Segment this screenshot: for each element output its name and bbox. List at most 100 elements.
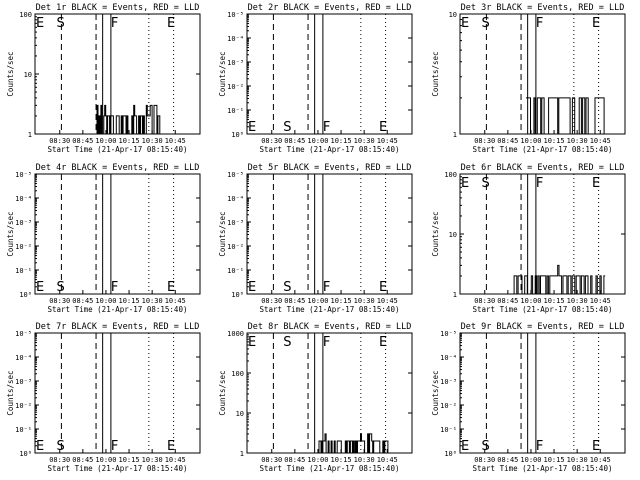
marker-label-e-start: E [461,176,469,191]
x-tick-label: 10:45 [590,137,611,145]
y-tick-label: 10⁻⁴ [440,354,457,362]
x-axis-label: Start Time (21-Apr-17 08:15:40) [48,464,188,473]
x-tick-label: 10:15 [331,137,352,145]
x-tick-label: 10:45 [377,456,398,464]
panel-4: Det 4r BLACK = Events, RED = LLD 10⁰ 10⁻¹ 1… [6,163,201,314]
panel-title: Det 3r BLACK = Events, RED = LLD [461,3,625,13]
x-tick-label: 10:30 [354,456,375,464]
marker-label-e: E [592,16,600,31]
panel-2: Det 2r BLACK = Events, RED = LLD 10⁰ 10⁻¹ 1… [218,3,413,154]
panel-5: Det 5r BLACK = Events, RED = LLD 10⁰ 10⁻¹ 1… [218,163,413,314]
marker-label-e: E [379,335,387,350]
y-tick-label: 100 [19,11,32,19]
x-tick-label: 10:45 [165,456,186,464]
x-tick-label: 08:45 [72,137,93,145]
x-tick-label: 08:45 [72,456,93,464]
marker-label-e: E [379,280,387,295]
y-axis-label: Counts/sec [431,51,440,96]
y-tick-label: 100 [444,171,457,179]
x-tick-label: 08:45 [284,456,305,464]
y-tick-label: 10⁻⁵ [227,171,244,179]
plot-frame [246,173,413,295]
panel-title: Det 7r BLACK = Events, RED = LLD [36,322,200,332]
panel-title: Det 6r BLACK = Events, RED = LLD [461,163,625,173]
y-tick-label: 10⁻² [227,243,244,251]
x-tick-label: 10:30 [142,456,163,464]
y-tick-label: 1 [28,131,32,139]
marker-label-e-start: E [248,280,256,295]
panel-title: Det 8r BLACK = Events, RED = LLD [248,322,412,332]
y-axis-label: Counts/sec [431,211,440,256]
x-tick-label: 10:30 [142,297,163,305]
x-tick-label: 10:00 [95,456,116,464]
x-tick-label: 10:00 [95,137,116,145]
panel-title: Det 2r BLACK = Events, RED = LLD [248,3,412,13]
x-tick-label: 08:30 [49,137,70,145]
marker-label-e-start: E [36,16,44,31]
panel-title: Det 5r BLACK = Events, RED = LLD [248,163,412,173]
x-tick-label: 08:45 [72,297,93,305]
marker-label-s: S [481,439,489,454]
marker-label-s: S [481,16,489,31]
x-axis-label: Start Time (21-Apr-17 08:15:40) [260,145,400,154]
panel-1: Det 1r BLACK = Events, RED = LLD 1 10 100 Co… [6,3,201,154]
y-tick-label: 10⁻⁵ [227,11,244,19]
event-count-trace [317,433,389,454]
marker-label-s: S [481,176,489,191]
x-axis-label: Start Time (21-Apr-17 08:15:40) [473,464,613,473]
x-tick-label: 10:00 [520,456,541,464]
x-tick-label: 10:15 [544,297,565,305]
marker-label-f: F [111,280,118,295]
x-tick-label: 10:15 [119,456,140,464]
x-tick-label: 10:15 [544,137,565,145]
marker-label-e-start: E [36,439,44,454]
x-tick-label: 10:45 [377,137,398,145]
panel-8: Det 8r BLACK = Events, RED = LLD 1 10 100 10… [218,322,413,473]
x-tick-label: 10:15 [331,456,352,464]
y-tick-label: 1 [453,131,457,139]
marker-label-e: E [379,120,387,135]
y-tick-label: 10⁻² [440,402,457,410]
x-tick-label: 08:45 [284,297,305,305]
marker-label-s: S [56,280,64,295]
marker-label-s: S [283,120,291,135]
y-tick-label: 10⁰ [231,131,244,139]
y-tick-label: 10⁻¹ [440,426,457,434]
x-axis-label: Start Time (21-Apr-17 08:15:40) [473,305,613,314]
y-axis-label: Counts/sec [218,211,227,256]
x-tick-label: 10:30 [354,137,375,145]
y-tick-label: 10 [24,71,32,79]
y-tick-label: 10⁻³ [15,378,32,386]
x-tick-label: 10:45 [590,297,611,305]
y-tick-label: 10⁻³ [15,219,32,227]
y-tick-label: 10⁻² [15,243,32,251]
y-tick-label: 10⁰ [19,450,32,458]
marker-label-f: F [323,280,330,295]
x-tick-label: 10:00 [307,137,328,145]
y-tick-label: 10⁻² [227,83,244,91]
x-tick-label: 10:45 [165,297,186,305]
event-count-trace [526,97,606,135]
x-tick-label: 10:00 [520,297,541,305]
x-tick-label: 10:00 [307,297,328,305]
marker-label-e: E [167,16,175,31]
y-tick-label: 10 [449,231,457,239]
y-tick-label: 1 [240,450,244,458]
x-tick-label: 10:00 [307,456,328,464]
x-tick-label: 08:30 [474,137,495,145]
x-tick-label: 10:15 [119,137,140,145]
marker-label-f: F [536,439,543,454]
panel-title: Det 4r BLACK = Events, RED = LLD [36,163,200,173]
x-tick-label: 08:45 [497,137,518,145]
marker-label-e-start: E [461,439,469,454]
y-axis-label: Counts/sec [218,370,227,415]
marker-label-s: S [283,280,291,295]
marker-label-f: F [323,335,330,350]
marker-label-e: E [167,280,175,295]
y-axis-label: Counts/sec [431,370,440,415]
x-tick-label: 10:45 [590,456,611,464]
marker-label-f: F [536,176,543,191]
y-tick-label: 10⁻⁵ [15,171,32,179]
panel-3: Det 3r BLACK = Events, RED = LLD 1 10 Count… [431,3,626,154]
